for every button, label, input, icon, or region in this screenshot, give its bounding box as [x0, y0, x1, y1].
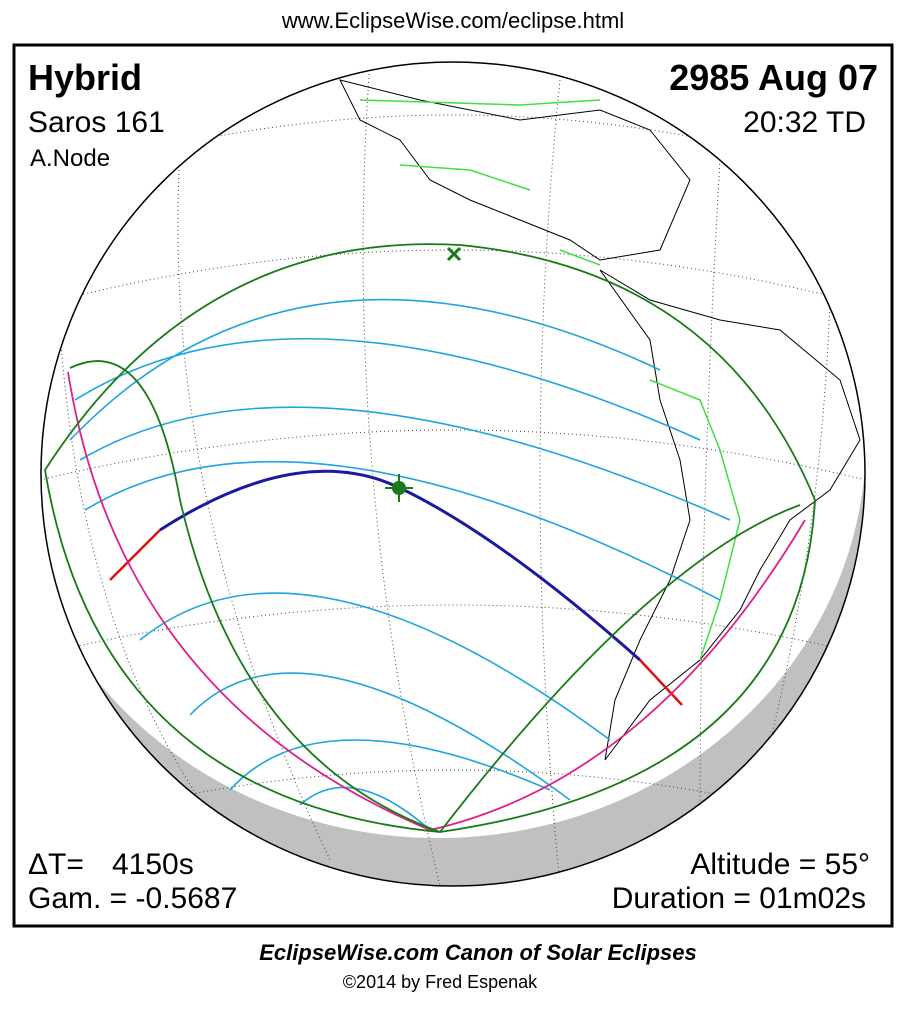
saros: Saros 161 [28, 106, 165, 139]
frame [12, 43, 894, 928]
globe-outline [40, 61, 866, 887]
copyright: ©2014 by Fred Espenak [343, 972, 538, 992]
eclipse-type: Hybrid [28, 57, 142, 98]
node: A.Node [30, 145, 110, 172]
eclipse-date: 2985 Aug 07 [669, 57, 878, 98]
delta-t-label: ΔT= [28, 848, 84, 881]
duration: Duration = 01m02s [612, 882, 866, 915]
greatest-eclipse-cross [385, 474, 413, 502]
footer-title: EclipseWise.com Canon of Solar Eclipses [259, 940, 697, 965]
limit-segment [109, 529, 683, 706]
greatest-point [446, 246, 462, 262]
delta-t: 4150s [112, 848, 194, 881]
url: www.EclipseWise.com/eclipse.html [281, 8, 624, 33]
globe [41, 62, 865, 886]
gamma: Gam. = -0.5687 [28, 882, 237, 915]
altitude: Altitude = 55° [690, 848, 870, 881]
time: 20:32 TD [743, 106, 866, 139]
